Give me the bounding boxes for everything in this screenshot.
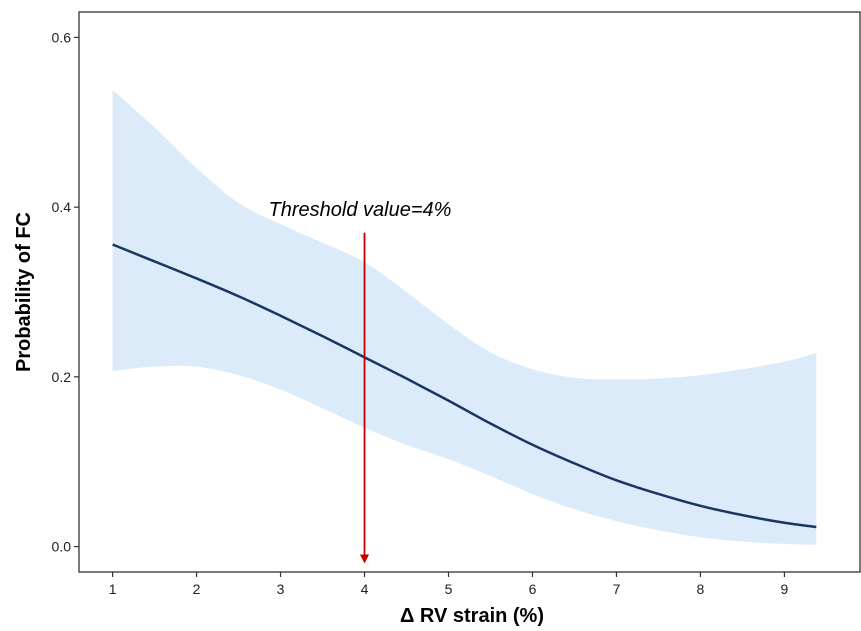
x-tick-label: 3 (277, 581, 285, 597)
plot-panel-border (78, 11, 861, 573)
threshold-annotation: Threshold value=4% (269, 199, 452, 564)
y-tick-label: 0.0 (52, 539, 72, 555)
y-axis-title: Probability of FC (13, 212, 35, 372)
y-tick-label: 0.4 (52, 199, 72, 215)
y-tick-label: 0.6 (52, 29, 72, 45)
x-axis-ticks: 1 2 3 4 5 6 7 8 9 (109, 572, 789, 597)
x-tick-label: 6 (529, 581, 537, 597)
probability-line (112, 243, 817, 529)
x-tick-label: 4 (361, 581, 369, 597)
threshold-arrow-head (360, 554, 370, 564)
x-tick-label: 2 (193, 581, 201, 597)
x-tick-label: 1 (109, 581, 117, 597)
x-tick-label: 9 (781, 581, 789, 597)
confidence-band (112, 90, 817, 545)
threshold-label: Threshold value=4% (269, 199, 452, 221)
x-tick-label: 8 (697, 581, 705, 597)
x-axis-title: Δ RV strain (%) (400, 605, 544, 627)
x-tick-label: 7 (613, 581, 621, 597)
x-tick-label: 5 (445, 581, 453, 597)
y-axis-ticks: 0.0 0.2 0.4 0.6 (52, 29, 79, 555)
y-tick-label: 0.2 (52, 369, 72, 385)
